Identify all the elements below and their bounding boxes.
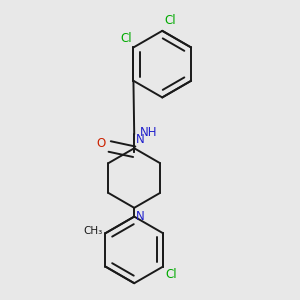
Text: N: N — [136, 134, 145, 146]
Text: Cl: Cl — [166, 268, 178, 281]
Text: N: N — [136, 210, 145, 223]
Text: O: O — [96, 137, 106, 150]
Text: CH₃: CH₃ — [83, 226, 103, 236]
Text: Cl: Cl — [120, 32, 132, 45]
Text: Cl: Cl — [164, 14, 176, 27]
Text: NH: NH — [140, 126, 157, 139]
